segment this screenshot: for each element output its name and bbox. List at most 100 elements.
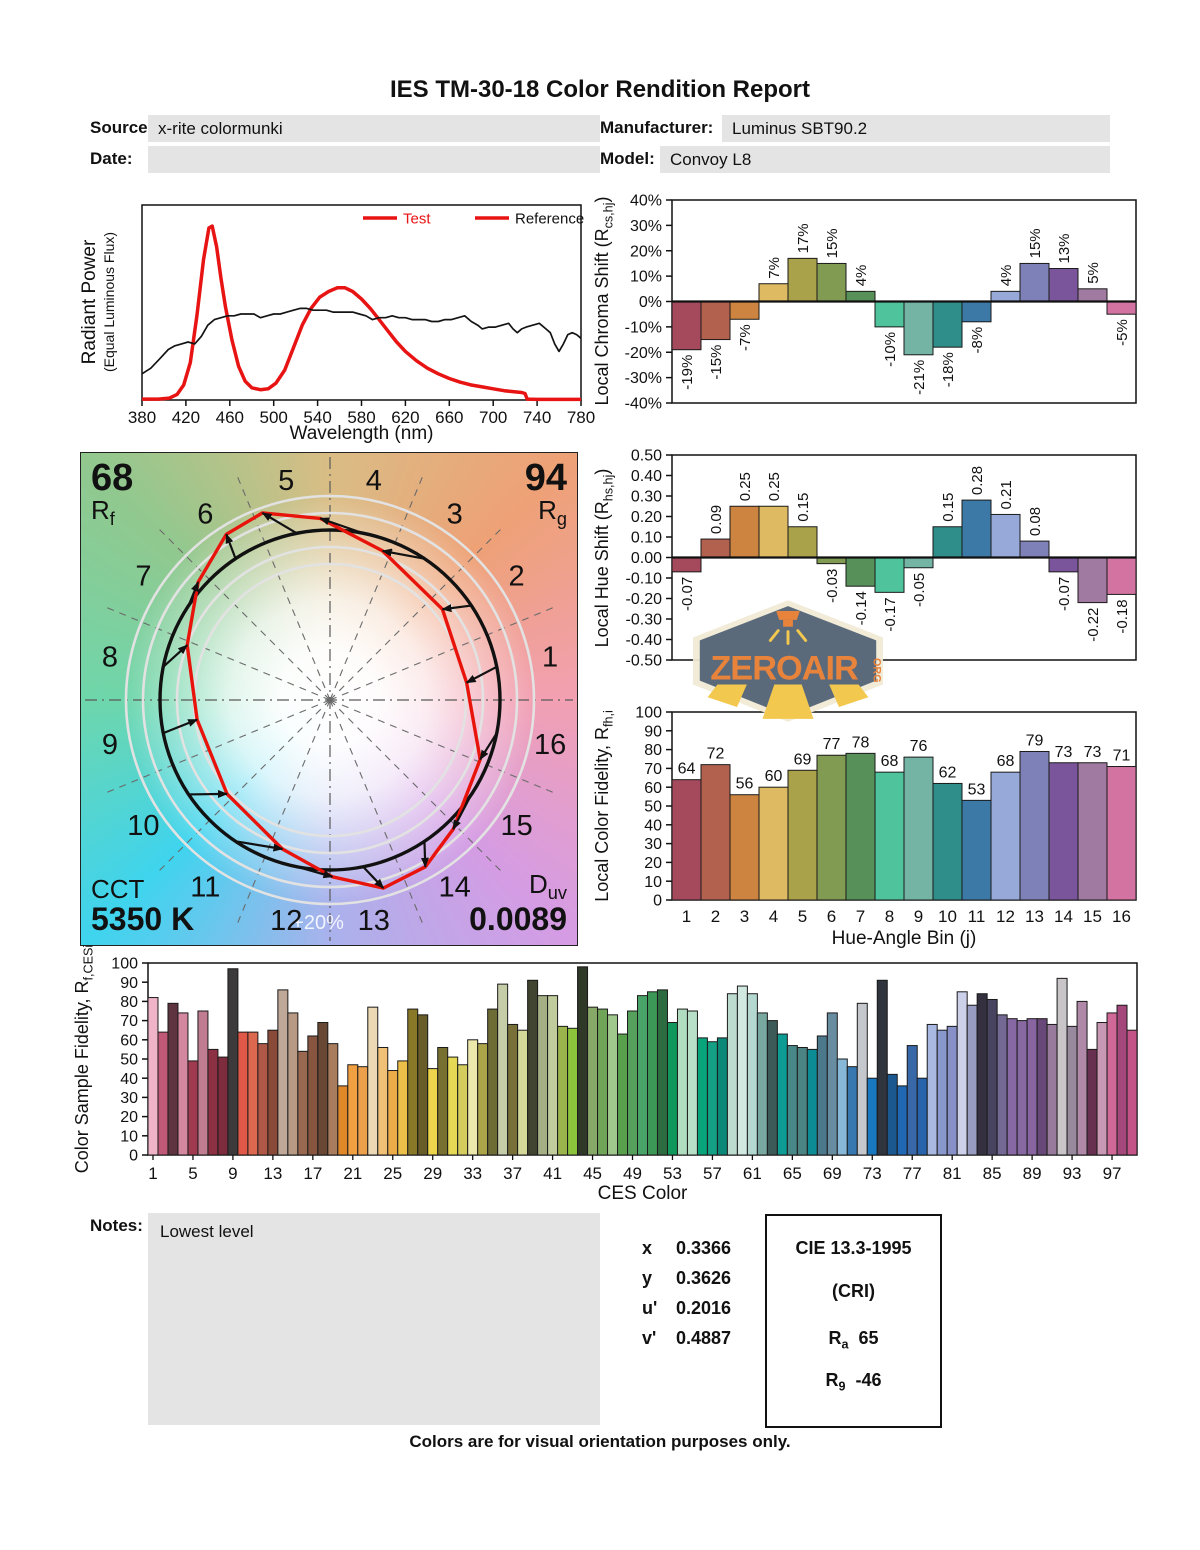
svg-text:3: 3: [740, 907, 749, 926]
svg-text:7%: 7%: [766, 257, 783, 279]
svg-text:700: 700: [479, 408, 507, 427]
svg-text:-10%: -10%: [625, 319, 662, 336]
svg-text:10%: 10%: [630, 269, 662, 286]
svg-text:0.20: 0.20: [631, 509, 662, 526]
svg-text:93: 93: [1063, 1164, 1082, 1183]
svg-text:4%: 4%: [998, 265, 1015, 287]
svg-text:-0.18: -0.18: [1114, 599, 1131, 633]
ces-fidelity-chart: Color Sample Fidelity, Rf,CESi 100 90 80 70…: [72, 945, 1155, 1207]
cri-metric: (CRI): [832, 1281, 875, 1301]
svg-text:29: 29: [423, 1164, 442, 1183]
svg-text:76: 76: [910, 738, 928, 755]
svg-text:1: 1: [148, 1164, 157, 1183]
svg-text:-8%: -8%: [969, 327, 986, 354]
svg-text:70: 70: [120, 1013, 138, 1030]
svg-text:-30%: -30%: [625, 370, 662, 387]
svg-text:-0.03: -0.03: [824, 569, 841, 603]
svg-text:660: 660: [435, 408, 463, 427]
svg-text:13: 13: [1025, 907, 1044, 926]
svg-text:89: 89: [1023, 1164, 1042, 1183]
fidelity-x-axis-title: Hue-Angle Bin (j): [831, 928, 977, 949]
svg-text:45: 45: [583, 1164, 602, 1183]
svg-text:-0.07: -0.07: [1056, 577, 1073, 611]
svg-text:620: 620: [391, 408, 419, 427]
svg-text:80: 80: [120, 994, 138, 1011]
local-color-fidelity-chart: Local Color Fidelity, Rfh,i 100 90 80 70 60 5…: [592, 700, 1200, 954]
svg-text:60: 60: [644, 780, 662, 797]
svg-text:-20%: -20%: [625, 345, 662, 362]
svg-text:0.10: 0.10: [631, 530, 662, 547]
svg-text:2: 2: [509, 560, 525, 592]
hue-y-axis-title: Local Hue Shift (Rhs,hj): [592, 468, 616, 648]
svg-text:13: 13: [358, 905, 390, 937]
svg-text:1: 1: [682, 907, 691, 926]
svg-text:30: 30: [120, 1090, 138, 1107]
ces-x-axis-title: CES Color: [597, 1183, 688, 1204]
rf-score: 68 Rf: [91, 457, 134, 530]
svg-text:0: 0: [129, 1148, 138, 1165]
svg-text:+20%: +20%: [292, 912, 344, 934]
svg-text:20%: 20%: [630, 243, 662, 260]
notes-box: Lowest level: [148, 1213, 600, 1425]
svg-text:65: 65: [783, 1164, 802, 1183]
svg-text:0%: 0%: [639, 294, 662, 311]
svg-text:14: 14: [439, 872, 471, 904]
footer-disclaimer: Colors are for visual orientation purpos…: [409, 1432, 791, 1451]
duv-readout: Duv 0.0089: [469, 869, 567, 938]
svg-text:7: 7: [135, 560, 151, 592]
svg-text:580: 580: [347, 408, 375, 427]
svg-text:540: 540: [303, 408, 331, 427]
svg-text:-7%: -7%: [737, 324, 754, 351]
svg-text:5%: 5%: [1085, 262, 1102, 284]
svg-text:12: 12: [270, 905, 302, 937]
svg-text:Test: Test: [403, 210, 431, 227]
svg-text:100: 100: [111, 956, 138, 973]
beam-left: [707, 684, 747, 708]
svg-text:11: 11: [968, 907, 986, 926]
svg-text:73: 73: [1055, 744, 1073, 761]
ra-value: Ra 65: [828, 1328, 879, 1352]
svg-text:5: 5: [188, 1164, 197, 1183]
svg-text:9: 9: [914, 907, 923, 926]
svg-text:-0.50: -0.50: [626, 653, 663, 670]
zeroair-watermark: ZEROAIR ORG: [690, 597, 886, 725]
svg-text:0.15: 0.15: [795, 493, 812, 522]
beam-center: [762, 684, 814, 719]
svg-text:71: 71: [1113, 748, 1131, 765]
svg-text:8: 8: [885, 907, 894, 926]
cct-readout: CCT 5350 K: [91, 874, 195, 938]
svg-text:0.25: 0.25: [737, 472, 754, 501]
svg-text:7: 7: [856, 907, 865, 926]
svg-text:20: 20: [644, 855, 662, 872]
svg-text:0.25: 0.25: [766, 472, 783, 501]
manufacturer-value: Luminus SBT90.2: [722, 115, 1110, 142]
cri-standard: CIE 13.3-1995: [795, 1238, 912, 1258]
svg-text:30%: 30%: [630, 218, 662, 235]
fidelity-y-axis-title: Local Color Fidelity, Rfh,i: [592, 710, 616, 902]
svg-text:-5%: -5%: [1114, 319, 1131, 346]
svg-text:-0.10: -0.10: [626, 571, 663, 588]
svg-text:-0.40: -0.40: [626, 632, 663, 649]
color-vector-graphic: +20% 1 2 3 4 5 6 7 8 9 10 11 12 13 14 15 16 68 Rf 94 Rg …: [80, 452, 578, 946]
svg-text:17%: 17%: [795, 223, 812, 253]
svg-text:56: 56: [736, 776, 754, 793]
svg-text:4: 4: [769, 907, 778, 926]
svg-text:72: 72: [707, 746, 725, 763]
svg-text:16: 16: [534, 729, 566, 761]
flashlight-icon: [768, 611, 808, 645]
svg-text:Reference: Reference: [515, 210, 584, 227]
svg-text:380: 380: [128, 408, 156, 427]
r9-value: R9 -46: [825, 1369, 882, 1394]
svg-text:90: 90: [120, 975, 138, 992]
svg-text:61: 61: [743, 1164, 762, 1183]
svg-text:12: 12: [996, 907, 1015, 926]
svg-text:0.30: 0.30: [631, 489, 662, 506]
svg-text:14: 14: [1054, 907, 1073, 926]
local-hue-shift-chart: Local Hue Shift (Rhs,hj) 0.50 0.40 0.30 0.2…: [592, 438, 1200, 682]
svg-text:85: 85: [983, 1164, 1002, 1183]
watermark-tld: ORG: [870, 658, 882, 683]
svg-text:0.08: 0.08: [1027, 507, 1044, 536]
page-title: IES TM-30-18 Color Rendition Report: [389, 76, 811, 103]
